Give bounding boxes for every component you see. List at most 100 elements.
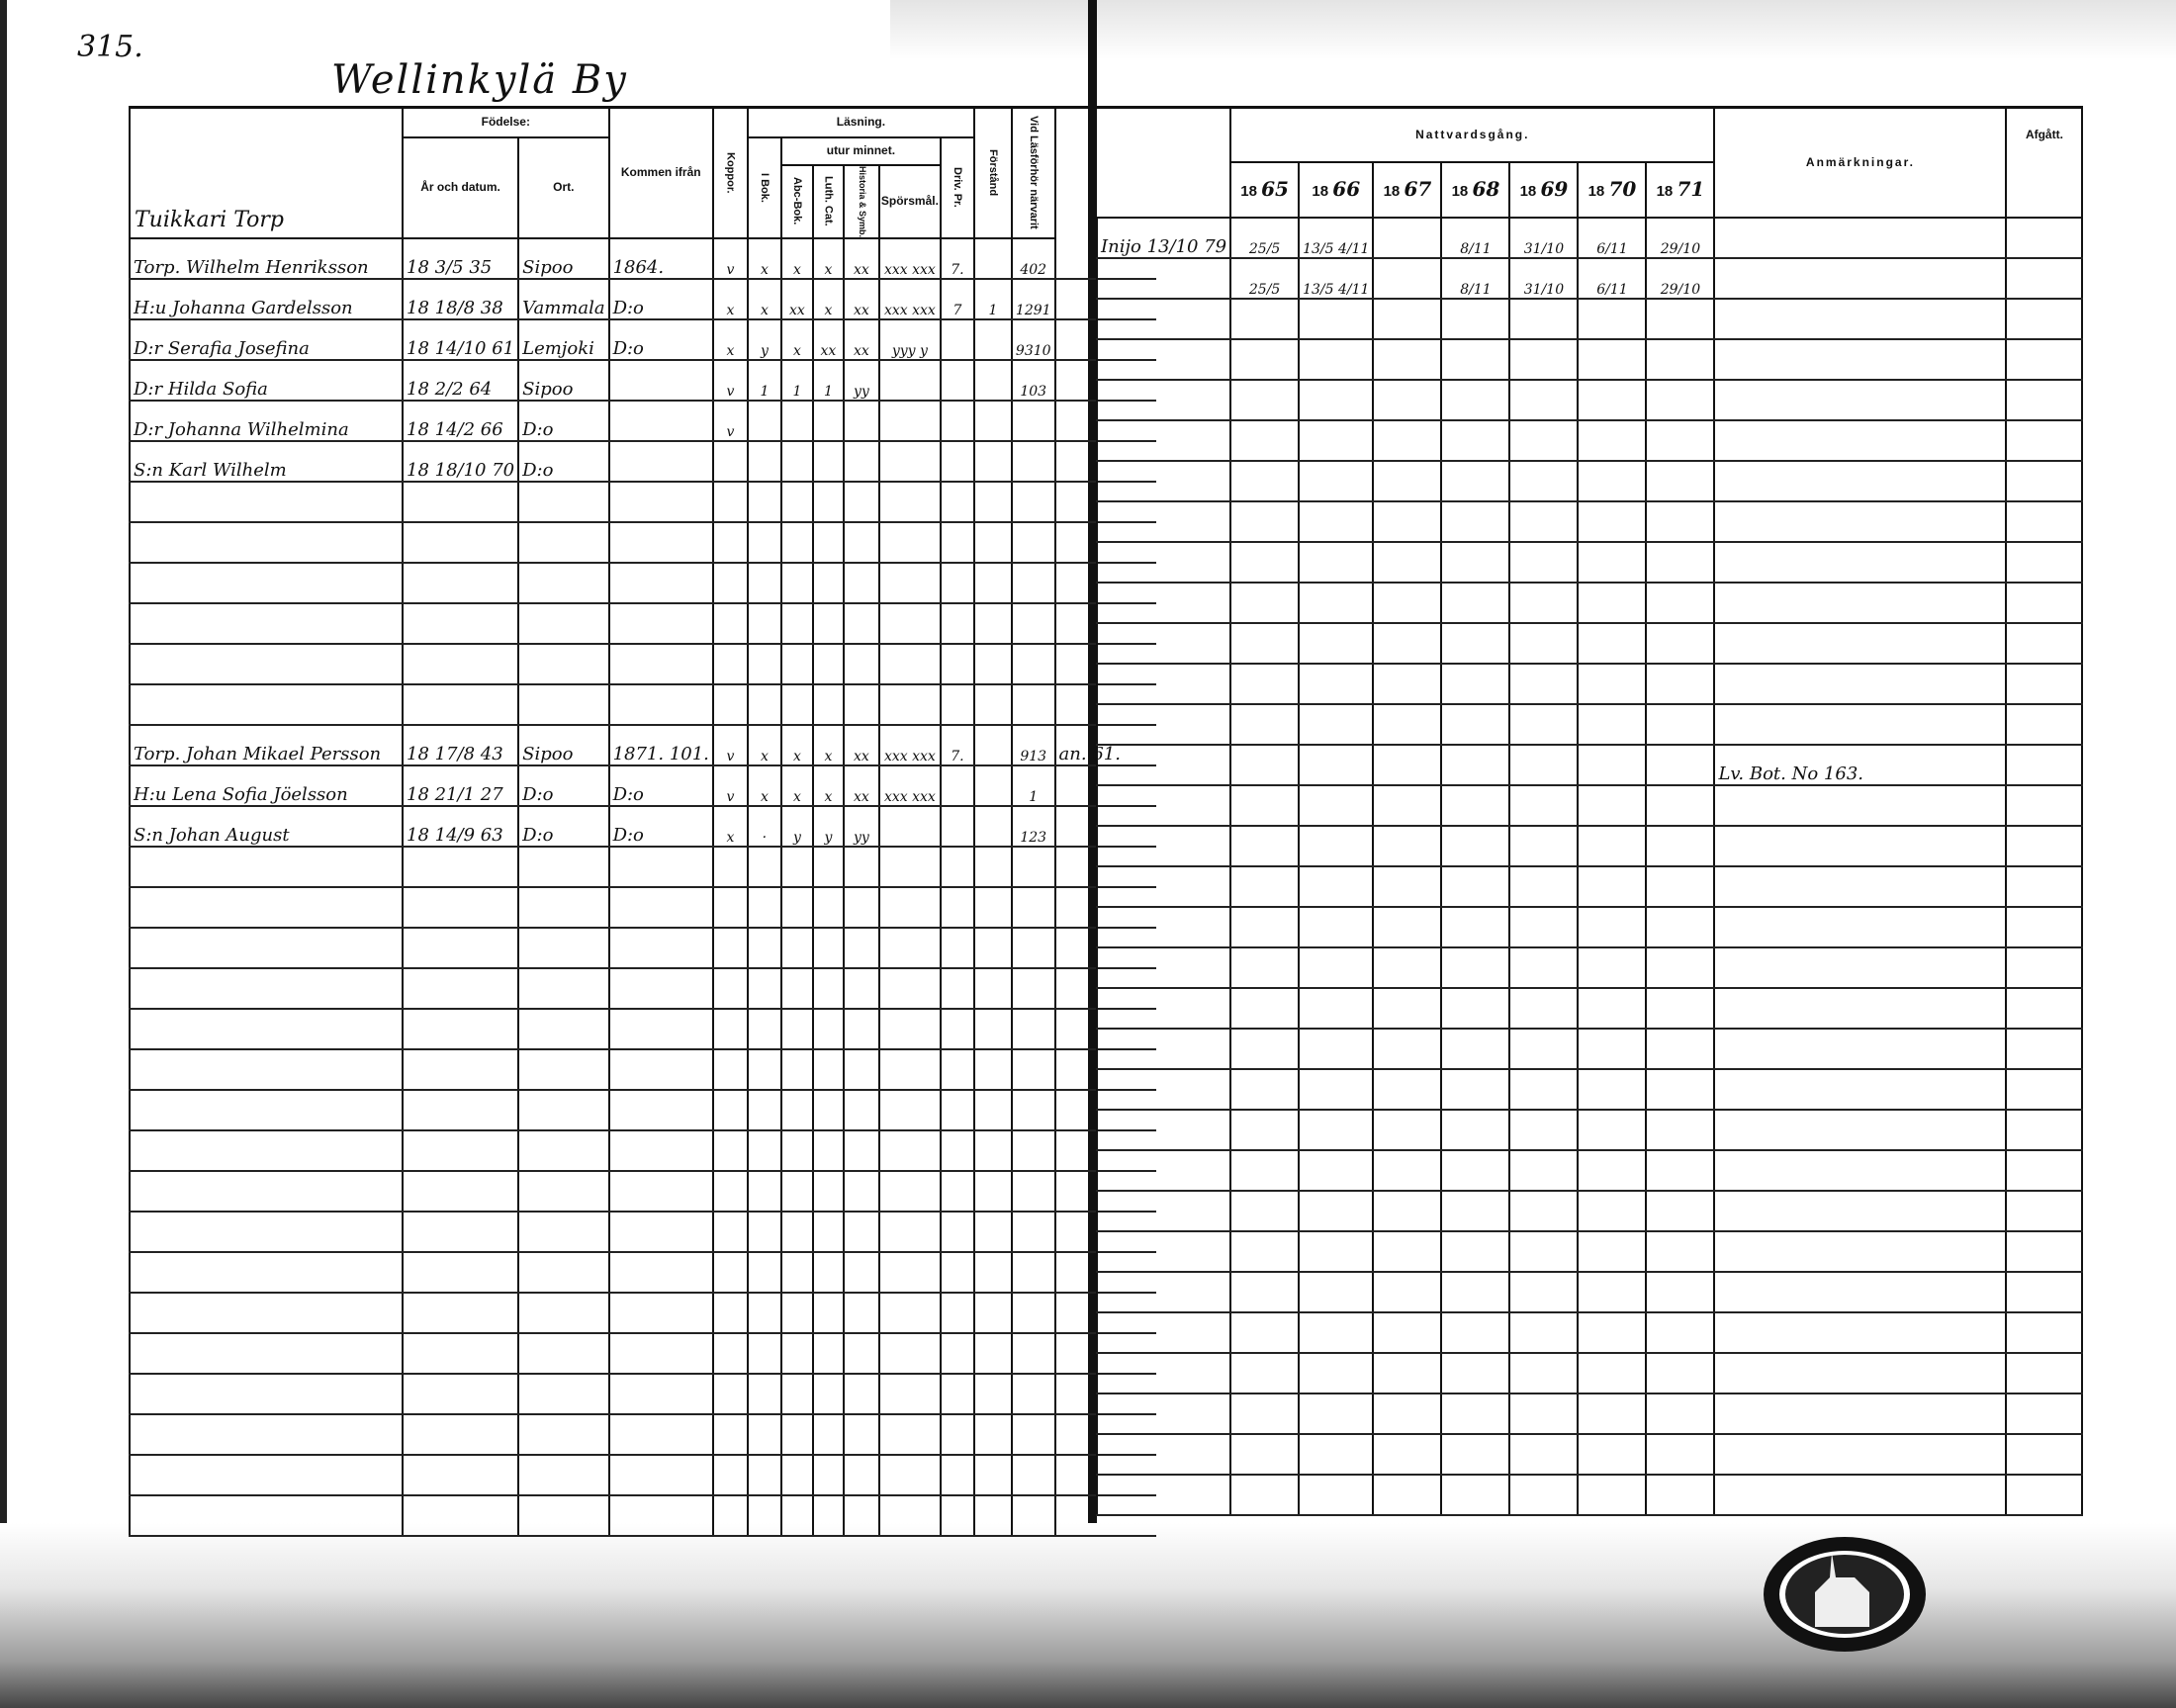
questions-mark — [877, 1292, 942, 1334]
driv-pr-mark — [939, 602, 975, 645]
remarks-cell — [1713, 582, 2008, 624]
departed-cell — [2005, 1352, 2084, 1394]
birth-date — [401, 967, 520, 1010]
came-from: D:o — [607, 278, 714, 320]
birth-date — [401, 1211, 520, 1253]
table-row: D:r Johanna Wilhelmina 18 14/2 66 D:o v — [129, 400, 1156, 442]
table-row — [1095, 946, 2084, 989]
person-name — [129, 967, 404, 1010]
driv-pr-mark — [939, 1089, 975, 1131]
questions-mark — [877, 1413, 942, 1456]
year-suffix: 69 — [1540, 177, 1569, 202]
birth-date: 18 2/2 64 — [401, 359, 520, 402]
year-header: 18 71 — [1645, 160, 1716, 219]
communion-date — [1298, 906, 1375, 948]
communion-date — [1645, 906, 1716, 948]
communion-date — [1508, 460, 1580, 502]
communion-date — [1645, 987, 1716, 1030]
hist-symb-mark — [842, 562, 880, 604]
departed-cell — [2005, 541, 2084, 584]
departed-cell — [2005, 703, 2084, 746]
came-from: D:o — [607, 805, 714, 848]
communion-date — [1440, 1311, 1511, 1354]
person-name: D:r Johanna Wilhelmina — [129, 400, 404, 442]
examination-number — [1010, 1332, 1056, 1375]
communion-date — [1229, 1393, 1301, 1435]
table-row — [1095, 1352, 2084, 1394]
understanding-mark: 1 — [972, 278, 1013, 320]
birth-place: D:o — [517, 805, 610, 848]
questions-mark — [877, 683, 942, 726]
departed-cell — [2005, 784, 2084, 827]
understanding-mark — [972, 1251, 1013, 1294]
communion-date — [1440, 582, 1511, 624]
luth-cat-mark: x — [811, 724, 845, 766]
driv-pr-mark — [939, 1373, 975, 1415]
table-row: S:n Johan August 18 14/9 63 D:o D:o x · y y yy 12… — [129, 805, 1156, 848]
in-book-mark — [746, 927, 782, 969]
understanding-header: Förstånd — [972, 106, 1013, 239]
questions-mark — [877, 1494, 942, 1537]
communion-date — [1577, 987, 1648, 1030]
communion-date — [1298, 987, 1375, 1030]
communion-date — [1372, 1352, 1443, 1394]
communion-date — [1229, 460, 1301, 502]
abc-book-mark — [779, 1292, 814, 1334]
abc-book-mark — [779, 1494, 814, 1537]
communion-date — [1372, 784, 1443, 827]
birth-place — [517, 1292, 610, 1334]
departed-cell — [2005, 1393, 2084, 1435]
smallpox-mark — [711, 967, 749, 1010]
in-book-mark — [746, 1008, 782, 1050]
communion-date — [1440, 825, 1511, 867]
birth-place — [517, 1413, 610, 1456]
questions-mark: xxx xxx — [877, 278, 942, 320]
driv-pr-mark: 7 — [939, 278, 975, 320]
remarks-cell — [1713, 622, 2008, 665]
understanding-mark — [972, 805, 1013, 848]
communion-date: 6/11 — [1577, 217, 1648, 259]
birth-place — [517, 1170, 610, 1213]
birth-date: 18 3/5 35 — [401, 237, 520, 280]
birth-place — [517, 1008, 610, 1050]
came-from — [607, 562, 714, 604]
driv-pr-mark — [939, 1494, 975, 1537]
understanding-mark — [972, 521, 1013, 564]
communion-date — [1440, 1433, 1511, 1476]
table-row — [129, 562, 1156, 604]
questions-mark: xxx xxx — [877, 764, 942, 807]
birth-place — [517, 846, 610, 888]
abc-book-mark — [779, 1129, 814, 1172]
table-row — [1095, 825, 2084, 867]
first-column-note — [1095, 1190, 1232, 1232]
communion-date — [1372, 1271, 1443, 1313]
examination-number — [1010, 1129, 1056, 1172]
luth-cat-mark — [811, 1373, 845, 1415]
understanding-mark — [972, 1454, 1013, 1496]
communion-date — [1229, 784, 1301, 827]
questions-mark — [877, 562, 942, 604]
departed-cell — [2005, 865, 2084, 908]
communion-date — [1298, 663, 1375, 705]
hist-symb-mark — [842, 521, 880, 564]
communion-date — [1372, 1190, 1443, 1232]
in-book-mark: 1 — [746, 359, 782, 402]
communion-date — [1577, 541, 1648, 584]
communion-date — [1508, 784, 1580, 827]
in-book-mark — [746, 1211, 782, 1253]
communion-date — [1508, 1271, 1580, 1313]
first-column-note — [1095, 1271, 1232, 1313]
smallpox-mark: v — [711, 724, 749, 766]
departed-cell — [2005, 622, 2084, 665]
examination-number: 123 — [1010, 805, 1056, 848]
came-from — [607, 1211, 714, 1253]
abc-book-mark: y — [779, 805, 814, 848]
first-column-note — [1095, 1149, 1232, 1192]
birth-place — [517, 1373, 610, 1415]
birth-date — [401, 1008, 520, 1050]
remarks-cell — [1713, 1028, 2008, 1070]
examination-number — [1010, 1413, 1056, 1456]
abc-book-mark — [779, 1373, 814, 1415]
luth-cat-mark: 1 — [811, 359, 845, 402]
came-from — [607, 1413, 714, 1456]
